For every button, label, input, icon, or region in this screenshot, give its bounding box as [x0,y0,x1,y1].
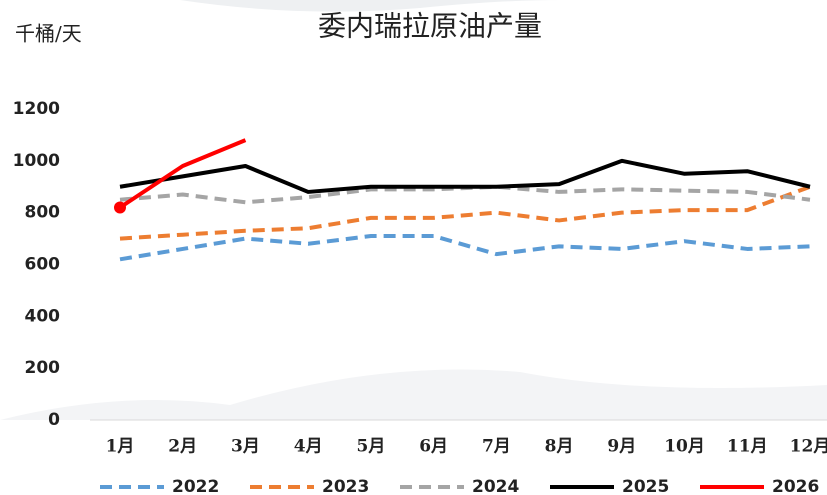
series-line [118,138,247,210]
series-line [119,233,811,262]
y-tick-label: 0 [48,410,60,430]
x-tick-label: 4月 [294,437,323,457]
x-tick-label: 11月 [727,437,768,457]
x-tick-label: 6月 [419,437,448,457]
chart-title: 委内瑞拉原油产量 [318,10,542,43]
point-marker [114,201,126,214]
legend-label: 2024 [472,477,519,495]
x-tick-label: 2月 [168,437,197,457]
y-tick-label: 1200 [13,99,60,119]
y-tick-label: 800 [25,203,61,223]
series-line [119,184,811,241]
y-tick-label: 600 [25,255,61,275]
x-tick-label: 8月 [545,437,574,457]
y-tick-label: 400 [25,306,61,326]
legend-label: 2023 [322,477,369,495]
legend-label: 2025 [622,477,669,495]
legend-label: 2026 [772,477,819,495]
y-tick-label: 200 [25,358,61,378]
x-tick-label: 5月 [356,437,385,457]
legend-label: 2022 [172,477,219,495]
series-line [119,184,811,205]
x-tick-label: 3月 [231,437,260,457]
x-tick-label: 10月 [664,437,705,457]
x-tick-label: 12月 [790,437,827,457]
y-tick-label: 1000 [13,151,60,171]
x-tick-label: 9月 [607,437,636,457]
x-tick-label: 7月 [482,437,511,457]
series-line [119,158,811,194]
background-hills [0,369,827,420]
y-axis-unit: 千桶/天 [15,22,82,46]
x-tick-label: 1月 [106,437,135,457]
background-cloud [180,0,560,12]
